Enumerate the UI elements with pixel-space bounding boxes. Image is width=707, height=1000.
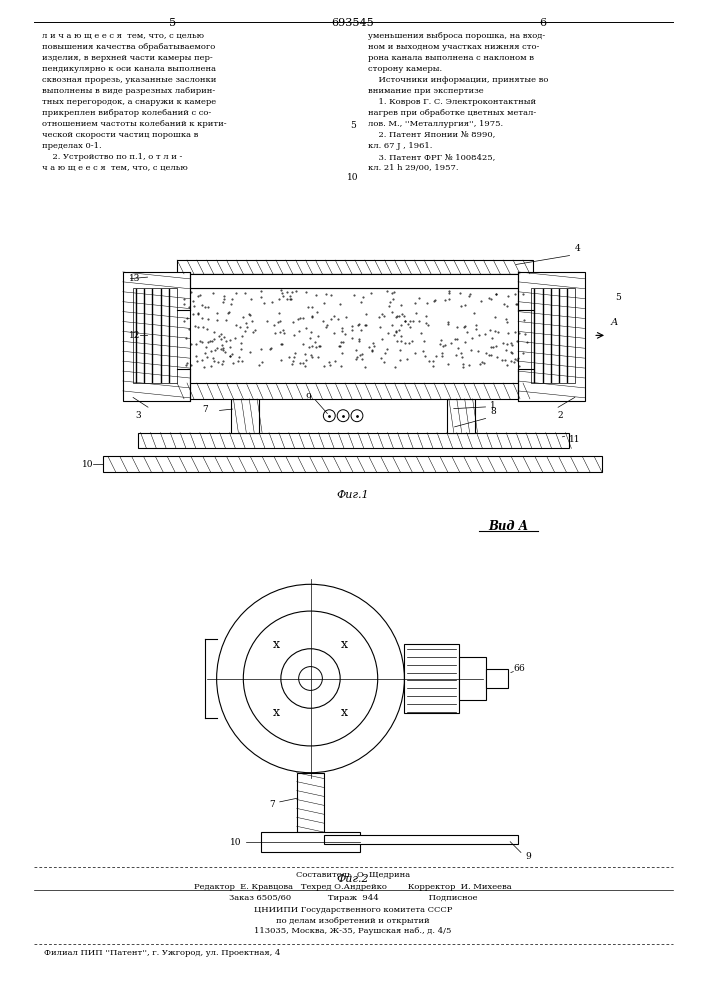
Text: x: x [341, 706, 349, 719]
Bar [103, 456, 602, 472]
Text: Фиг.2: Фиг.2 [337, 874, 369, 884]
Bar [404, 644, 459, 713]
Bar [261, 832, 360, 852]
Bar [177, 260, 533, 274]
Text: 12: 12 [129, 331, 141, 340]
Text: x: x [273, 706, 280, 719]
Text: 6: 6 [513, 664, 519, 673]
Text: 7: 7 [202, 405, 208, 414]
Text: Филиал ПИП ''Патент'', г. Ужгород, ул. Проектная, 4: Филиал ПИП ''Патент'', г. Ужгород, ул. П… [44, 949, 280, 957]
Text: 6: 6 [539, 18, 547, 28]
Text: 8: 8 [491, 407, 496, 416]
Text: 3: 3 [135, 411, 141, 420]
Text: Заказ 6505/60              Тираж  944                   Подписное: Заказ 6505/60 Тираж 944 Подписное [229, 894, 477, 902]
Bar [133, 288, 177, 383]
Text: л и ч а ю щ е е с я  тем, что, с целью
повышения качества обрабатываемого
издели: л и ч а ю щ е е с я тем, что, с целью по… [42, 32, 226, 172]
Text: А: А [611, 318, 619, 327]
Text: 2: 2 [558, 411, 563, 420]
Text: x: x [341, 638, 349, 651]
Bar [297, 773, 325, 832]
Text: уменьшения выброса порошка, на вход-
ном и выходном участках нижняя сто-
рона ка: уменьшения выброса порошка, на вход- ном… [368, 32, 548, 172]
Bar [177, 383, 533, 399]
Text: 4: 4 [574, 244, 580, 253]
Bar [138, 433, 569, 448]
Text: 1: 1 [491, 401, 496, 410]
Bar [123, 272, 190, 401]
Text: Редактор  Е. Кравцова   Техред О.Андрейко        Корректор  И. Михеева: Редактор Е. Кравцова Техред О.Андрейко К… [194, 883, 512, 891]
Bar [177, 274, 533, 288]
Bar [459, 657, 486, 700]
Bar [177, 274, 533, 288]
Text: 10: 10 [347, 173, 358, 182]
Text: Фиг.1: Фиг.1 [337, 490, 369, 500]
Text: 5: 5 [350, 121, 356, 130]
Text: 10: 10 [81, 460, 93, 469]
Text: 10: 10 [230, 838, 241, 847]
Text: ЦНИИПИ Государственного комитета СССР: ЦНИИПИ Государственного комитета СССР [254, 906, 452, 914]
Text: 113035, Москва, Ж-35, Раушская наб., д. 4/5: 113035, Москва, Ж-35, Раушская наб., д. … [255, 927, 452, 935]
Text: 693545: 693545 [332, 18, 375, 28]
Text: Вид А: Вид А [488, 520, 528, 533]
Text: Составитель  О. Щедрина: Составитель О. Щедрина [296, 871, 410, 879]
Text: 6: 6 [518, 664, 524, 673]
Bar [231, 399, 259, 433]
Bar [486, 669, 508, 688]
Text: 9: 9 [525, 852, 531, 861]
Text: по делам изобретений и открытий: по делам изобретений и открытий [276, 917, 430, 925]
Text: 13: 13 [129, 274, 141, 283]
Text: 5: 5 [168, 18, 176, 28]
Text: 11: 11 [569, 435, 581, 444]
Text: 7: 7 [269, 800, 275, 809]
Bar [531, 288, 575, 383]
Bar [518, 272, 585, 401]
Text: 5: 5 [615, 293, 621, 302]
Bar [325, 835, 518, 844]
Bar [447, 399, 474, 433]
Text: x: x [273, 638, 280, 651]
Text: 9: 9 [305, 393, 312, 402]
